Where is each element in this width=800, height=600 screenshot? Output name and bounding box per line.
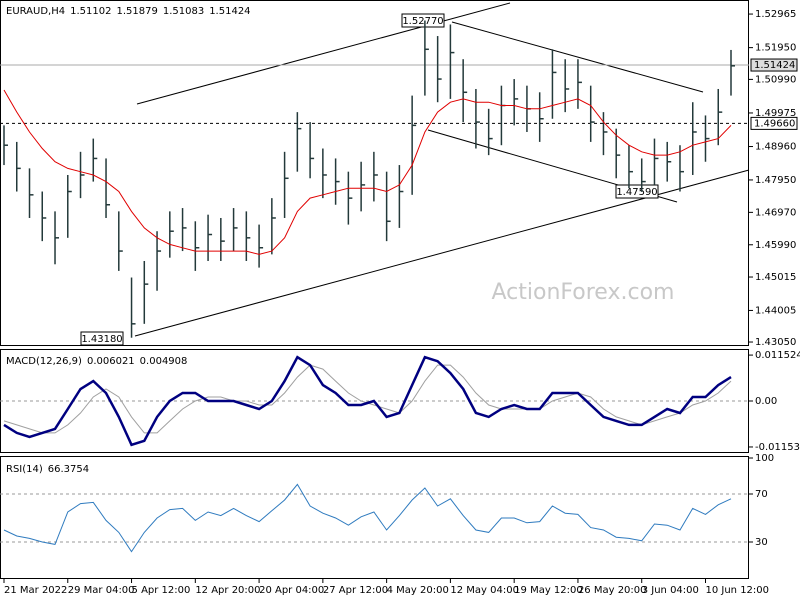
y-tick-label: 1.50990	[755, 74, 796, 85]
x-tick-label: 20 Apr 04:00	[259, 585, 324, 596]
x-tick-label: 12 May 04:00	[450, 585, 519, 596]
y-tick-label: 1.43050	[755, 337, 796, 348]
y-tick-label: 1.47950	[755, 175, 796, 186]
panel-header: RSI(14) 66.3754	[6, 464, 89, 475]
annotation-box	[401, 13, 445, 28]
annotation: 1.52770	[402, 16, 443, 27]
series-line	[3, 89, 732, 255]
x-tick-label: 29 Mar 04:00	[68, 585, 135, 596]
y-tick-label: 1.46970	[755, 207, 796, 218]
header-title: EURAUD,H4	[6, 6, 65, 17]
trendline	[136, 2, 511, 105]
y-tick-label: 1.44005	[755, 305, 796, 316]
x-tick-label: 26 May 20:00	[578, 585, 647, 596]
header-value: 1.51102	[70, 6, 111, 17]
trendline	[451, 21, 704, 93]
y-tick-label: -0.011537	[755, 442, 800, 453]
header-value: 0.006021	[87, 356, 135, 367]
header-value: 66.3754	[48, 464, 89, 475]
y-tick-label: 1.49975	[755, 108, 796, 119]
price-label: 1.51424	[754, 60, 795, 71]
watermark-layer: ActionForex.com	[492, 280, 675, 305]
y-tick-label: 70	[755, 489, 768, 500]
y-tick-label: 0.00	[755, 396, 777, 407]
panel-header: MACD(12,26,9) 0.006021 0.004908	[6, 356, 187, 367]
header-value: 1.51879	[116, 6, 157, 17]
x-tick-label: 4 May 20:00	[387, 585, 449, 596]
y-tick-label: 1.45015	[755, 272, 796, 283]
header-title: RSI(14)	[6, 464, 43, 475]
header-title: MACD(12,26,9)	[6, 356, 82, 367]
annotation: 1.43180	[81, 334, 122, 345]
series-line	[3, 483, 732, 553]
price-label: 1.49660	[754, 118, 795, 129]
y-tick-label: 100	[755, 453, 774, 464]
y-tick-label: 1.52965	[755, 9, 796, 20]
y-tick-label: 1.48960	[755, 142, 796, 153]
annotation-box	[80, 331, 124, 346]
x-tick-label: 12 Apr 20:00	[195, 585, 260, 596]
header-value: 1.51424	[209, 6, 250, 17]
y-tick-label: 30	[755, 537, 768, 548]
series-line	[3, 355, 732, 447]
header-value: 1.51083	[163, 6, 204, 17]
x-tick-label: 21 Mar 2022	[4, 585, 67, 596]
price-label-box	[750, 116, 798, 130]
annotation: 1.47590	[616, 187, 657, 198]
price-label-box	[750, 58, 798, 72]
x-tick-label: 27 Apr 12:00	[323, 585, 388, 596]
rsi-panel	[0, 456, 749, 579]
y-tick-label: 1.51950	[755, 43, 796, 54]
header-value: 0.004908	[140, 356, 188, 367]
y-tick-label: 0.011524	[755, 350, 800, 361]
x-tick-label: 10 Jun 12:00	[705, 585, 769, 596]
watermark: ActionForex.com	[492, 280, 675, 305]
x-tick-label: 3 Jun 04:00	[642, 585, 699, 596]
y-tick-label: 1.45990	[755, 240, 796, 251]
price-panel	[0, 0, 749, 346]
annotation-box	[615, 184, 659, 199]
x-tick-label: 5 Apr 12:00	[132, 585, 191, 596]
panel-header: EURAUD,H4 1.51102 1.51879 1.51083 1.51424	[6, 6, 251, 17]
x-tick-label: 19 May 12:00	[514, 585, 583, 596]
